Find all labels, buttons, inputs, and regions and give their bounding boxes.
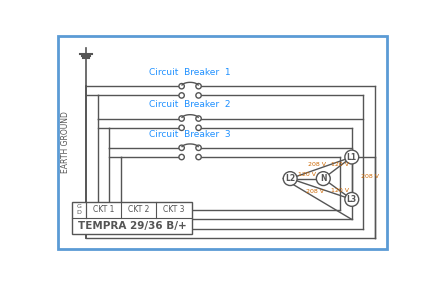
Text: CKT 2: CKT 2 (128, 205, 150, 214)
Text: Circuit  Breaker  2: Circuit Breaker 2 (149, 100, 231, 109)
Circle shape (196, 125, 201, 131)
Circle shape (316, 172, 330, 186)
Circle shape (179, 145, 184, 151)
Text: 120 V: 120 V (331, 162, 349, 167)
Text: CKT 3: CKT 3 (163, 205, 185, 214)
Circle shape (179, 93, 184, 98)
Circle shape (283, 172, 297, 186)
Circle shape (345, 192, 359, 206)
Text: 120 V: 120 V (298, 172, 316, 177)
Text: 208 V: 208 V (361, 174, 379, 179)
Text: 208 V: 208 V (308, 162, 326, 166)
Circle shape (196, 145, 201, 151)
FancyBboxPatch shape (72, 202, 192, 234)
Text: L3: L3 (347, 195, 357, 204)
Circle shape (179, 83, 184, 89)
Circle shape (179, 116, 184, 121)
Text: L2: L2 (285, 174, 295, 183)
Text: TEMPRA 29/36 B/+: TEMPRA 29/36 B/+ (78, 221, 186, 231)
Circle shape (196, 83, 201, 89)
Circle shape (196, 154, 201, 160)
Circle shape (179, 154, 184, 160)
Text: 208 V: 208 V (306, 189, 324, 194)
Circle shape (179, 125, 184, 131)
Text: G
D: G D (77, 204, 82, 215)
Text: CKT 1: CKT 1 (93, 205, 115, 214)
Circle shape (196, 93, 201, 98)
Circle shape (345, 150, 359, 164)
Text: Circuit  Breaker  3: Circuit Breaker 3 (149, 129, 231, 138)
Text: Circuit  Breaker  1: Circuit Breaker 1 (149, 68, 231, 77)
Text: L1: L1 (347, 153, 357, 162)
Text: N: N (320, 174, 326, 183)
Circle shape (196, 116, 201, 121)
Text: EARTH GROUND: EARTH GROUND (61, 111, 70, 173)
Text: 120 V: 120 V (331, 188, 349, 193)
